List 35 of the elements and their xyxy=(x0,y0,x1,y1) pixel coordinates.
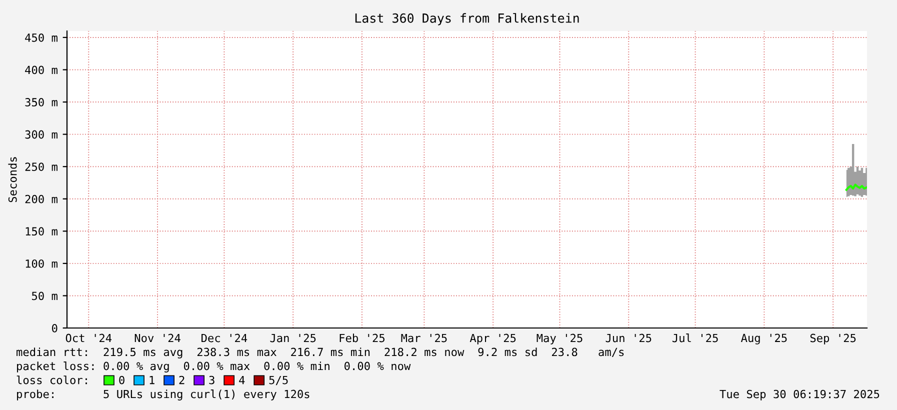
y-axis-title: Seconds xyxy=(8,157,17,202)
y-tick-label: 0 xyxy=(52,324,58,332)
x-tick-label: Sep '25 xyxy=(810,334,856,344)
text: median rtt: 219.5 ms avg 238.3 ms max 216.7 ms min 218.2 ms now 9.2 ms sd 23.8 am/s xyxy=(16,348,624,358)
legend-label: 0 xyxy=(119,376,124,384)
y-tick-label: 400 m xyxy=(25,66,58,74)
y-tick-label: 100 m xyxy=(26,259,58,268)
legend-label: 1 xyxy=(150,376,154,384)
x-tick-label: Jan '25 xyxy=(270,334,316,342)
x-tick-label: Aug '25 xyxy=(740,334,787,344)
x-tick-label: Jun '25 xyxy=(606,334,652,342)
text: Tue Sep 30 06:19:37 2025 xyxy=(720,390,880,400)
text: probe: 5 URLs using curl(1) every 120s xyxy=(17,390,310,400)
legend-title: loss color: xyxy=(16,376,87,384)
legend-label: 5/5 xyxy=(269,376,288,386)
x-tick-label: Nov '24 xyxy=(134,334,180,342)
y-tick-label: 300 m xyxy=(25,130,58,139)
legend-label: 2 xyxy=(179,376,184,384)
x-tick-label: Oct '24 xyxy=(66,334,112,342)
x-tick-label: May '25 xyxy=(536,334,582,344)
y-tick-label: 250 m xyxy=(25,162,58,171)
x-tick-label: Dec '24 xyxy=(202,334,248,342)
chart-title: Last 360 Days from Falkenstein xyxy=(355,13,579,26)
text: packet loss: 0.00 % avg 0.00 % max 0.00 % min 0.00 % now xyxy=(17,362,411,372)
x-tick-label: Feb '25 xyxy=(340,334,384,342)
x-tick-label: Jul '25 xyxy=(672,334,718,342)
legend-label: 4 xyxy=(239,376,245,384)
y-tick-label: 350 m xyxy=(25,98,58,106)
y-tick-label: 450 m xyxy=(25,33,58,42)
legend-label: 3 xyxy=(209,376,214,384)
y-tick-label: 150 m xyxy=(26,227,58,236)
y-tick-label: 50 m xyxy=(32,292,58,300)
y-tick-label: 200 m xyxy=(25,194,58,204)
x-tick-label: Apr '25 xyxy=(470,334,516,344)
x-tick-label: Mar '25 xyxy=(401,334,447,342)
